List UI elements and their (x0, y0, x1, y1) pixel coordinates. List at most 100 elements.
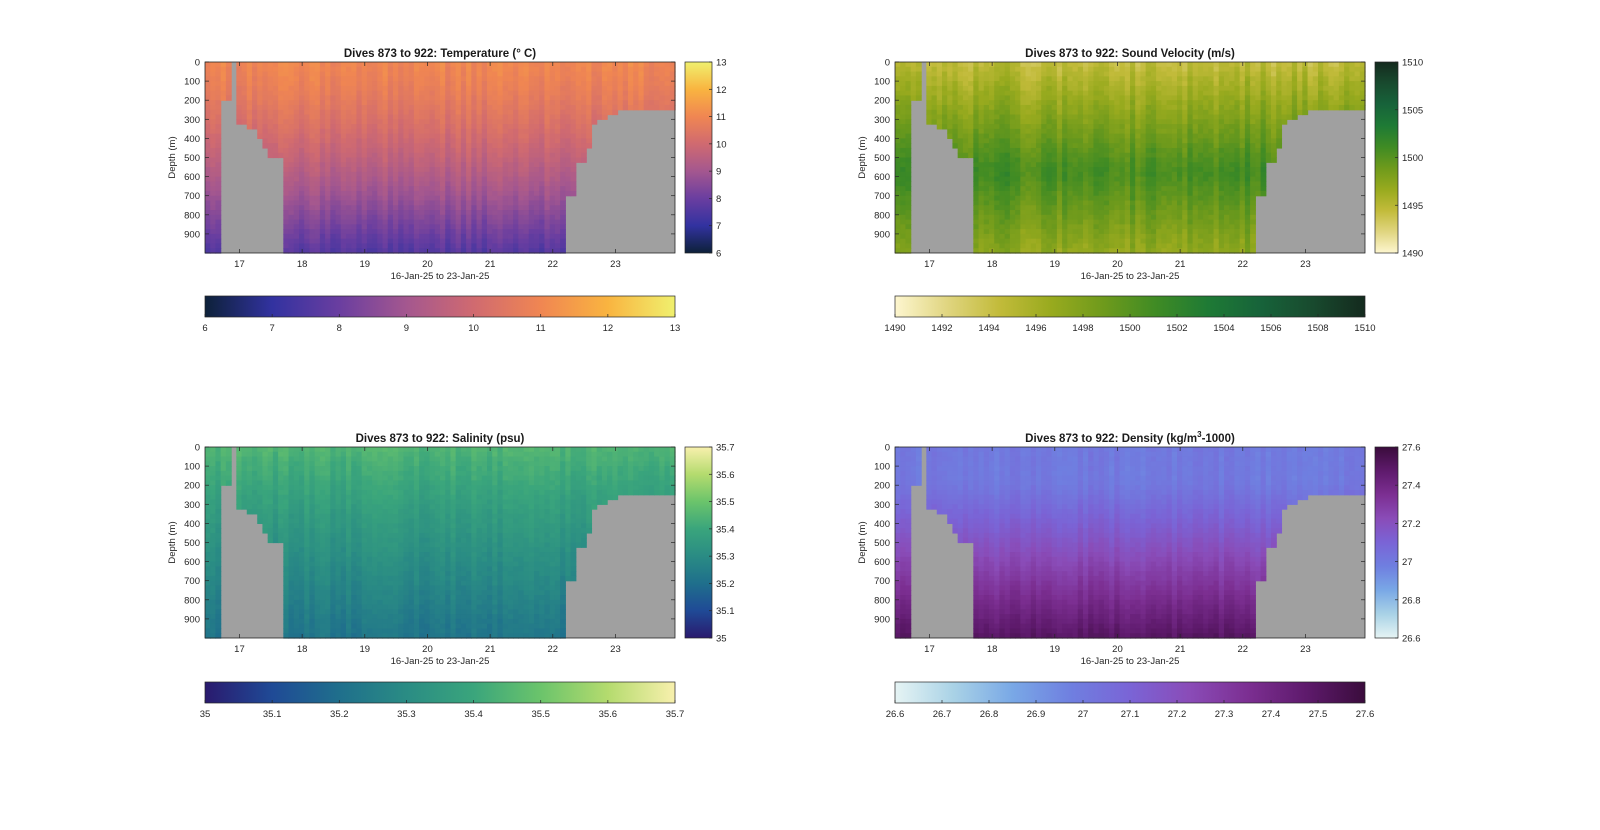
heatmap-cell (900, 143, 907, 149)
heatmap-cell (507, 186, 514, 192)
heatmap-cell (236, 95, 243, 101)
heatmap-cell (895, 186, 901, 192)
heatmap-cell (1083, 181, 1089, 187)
heatmap-cell (1135, 210, 1142, 216)
heatmap-cell (1098, 224, 1105, 230)
heatmap-cell (1192, 195, 1199, 202)
heatmap-cell (994, 138, 1001, 144)
heatmap-cell (544, 81, 551, 87)
heatmap-cell (1171, 133, 1178, 140)
heatmap-cell (957, 138, 964, 144)
heatmap-cell (1046, 233, 1053, 240)
heatmap-cell (633, 104, 640, 111)
heatmap-cell (1161, 181, 1168, 187)
heatmap-cell (387, 233, 394, 240)
heatmap-cell (309, 233, 316, 240)
heatmap-cell (215, 81, 222, 87)
heatmap-cell (1025, 114, 1032, 120)
heatmap-cell (502, 147, 509, 154)
heatmap-cell (1192, 205, 1199, 211)
heatmap-cell (319, 85, 326, 92)
heatmap-cell (413, 157, 420, 163)
heatmap-cell (466, 233, 472, 240)
heatmap-cell (502, 124, 509, 130)
heatmap-cell (900, 95, 907, 101)
heatmap-cell (325, 66, 331, 73)
heatmap-cell (398, 176, 405, 182)
heatmap-cell (1187, 171, 1194, 178)
heatmap-cell (659, 100, 666, 106)
heatmap-cell (1093, 205, 1100, 211)
heatmap-cell (523, 90, 530, 97)
heatmap-cell (1077, 248, 1084, 254)
heatmap-cell (1046, 176, 1053, 182)
heatmap-cell (633, 71, 640, 77)
heatmap-cell (612, 95, 619, 101)
heatmap-cell (330, 128, 337, 135)
heatmap-cell (565, 66, 572, 73)
heatmap-cell (1203, 176, 1209, 182)
heatmap-cell (1030, 210, 1037, 216)
heatmap-cell (476, 81, 483, 87)
heatmap-cell (346, 128, 352, 135)
heatmap-cell (413, 104, 420, 111)
heatmap-cell (1203, 124, 1209, 130)
heatmap-cell (1140, 200, 1147, 206)
heatmap-cell (502, 248, 509, 254)
heatmap-cell (283, 76, 290, 82)
heatmap-cell (1098, 90, 1105, 97)
heatmap-cell (1083, 138, 1089, 144)
heatmap-cell (1009, 214, 1016, 221)
heatmap-cell (628, 104, 634, 111)
heatmap-cell (1114, 138, 1121, 144)
heatmap-cell (325, 124, 331, 130)
heatmap-cell (1083, 81, 1089, 87)
heatmap-cell (513, 167, 519, 173)
heatmap-cell (272, 85, 279, 92)
heatmap-cell (507, 243, 514, 249)
heatmap-cell (257, 66, 264, 73)
heatmap-cell (487, 224, 493, 230)
y-tick-label: 700 (184, 191, 200, 202)
heatmap-cell (1051, 128, 1058, 135)
heatmap-cell (309, 195, 316, 202)
heatmap-cell (481, 143, 488, 149)
heatmap-cell (581, 152, 587, 159)
heatmap-cell (267, 81, 274, 87)
heatmap-cell (356, 147, 363, 154)
heatmap-cell (1135, 195, 1142, 202)
heatmap-cell (387, 133, 394, 140)
heatmap-cell (481, 138, 488, 144)
heatmap-cell (471, 124, 478, 130)
heatmap-cell (1192, 128, 1199, 135)
heatmap-cell (612, 100, 619, 106)
heatmap-cell (1156, 157, 1162, 163)
heatmap-cell (319, 162, 326, 168)
heatmap-cell (1114, 71, 1121, 77)
heatmap-cell (1192, 104, 1199, 111)
heatmap-cell (351, 190, 358, 197)
heatmap-cell (544, 109, 551, 116)
heatmap-cell (575, 138, 582, 144)
heatmap-cell (215, 133, 222, 140)
heatmap-cell (471, 128, 478, 135)
heatmap-cell (1119, 152, 1126, 159)
heatmap-cell (528, 167, 535, 173)
heatmap-cell (408, 85, 415, 92)
heatmap-cell (544, 176, 551, 182)
heatmap-cell (664, 81, 671, 87)
heatmap-cell (999, 66, 1006, 73)
heatmap-cell (387, 224, 394, 230)
heatmap-cell (1187, 162, 1194, 168)
heatmap-cell (1182, 157, 1189, 163)
heatmap-cell (356, 167, 363, 173)
heatmap-cell (424, 190, 431, 197)
heatmap-cell (278, 147, 284, 154)
heatmap-cell (246, 81, 253, 87)
heatmap-cell (643, 104, 650, 111)
heatmap-cell (434, 128, 441, 135)
heatmap-cell (445, 124, 452, 130)
heatmap-cell (497, 171, 504, 178)
heatmap-cell (502, 81, 509, 87)
heatmap-cell (1119, 62, 1126, 68)
